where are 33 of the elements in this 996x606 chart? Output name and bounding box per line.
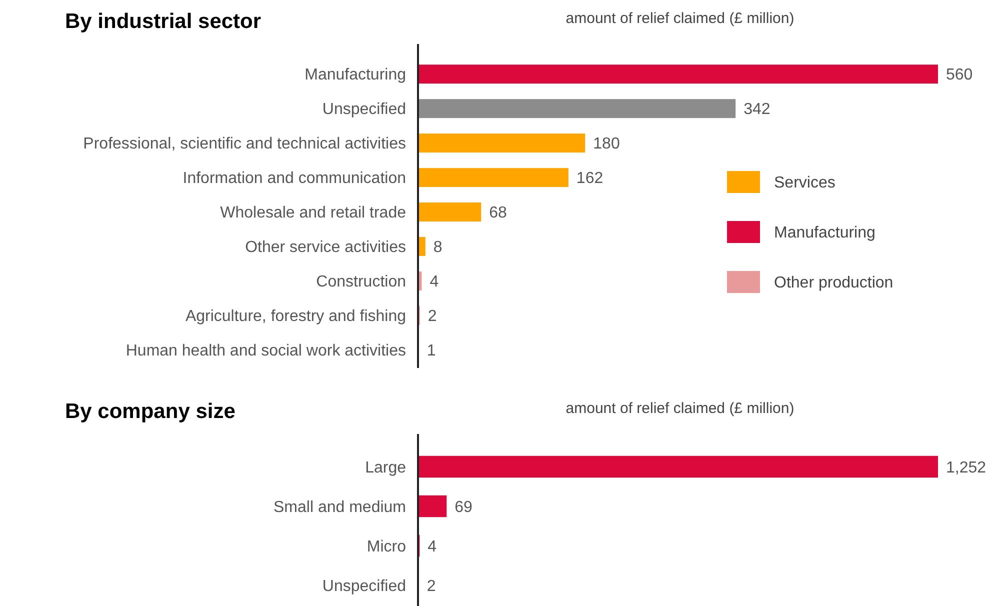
data-label: 2 [428,308,437,326]
data-label: 1,252 [946,459,986,476]
x-axis-title: amount of relief claimed (£ million) [566,10,794,27]
y-tick-label: Information and communication [182,170,406,188]
data-label: 8 [433,239,442,256]
data-label: 1 [426,342,436,360]
data-label: 69 [454,498,473,516]
y-tick-label: Small and medium [274,498,406,516]
data-label: 4 [428,538,437,556]
y-tick-label: Micro [366,538,406,556]
data-label: 342 [744,101,770,118]
y-tick-label: Professional, scientific and technical activities [83,136,406,153]
data-label: 162 [576,170,604,188]
y-tick-label: Manufacturing [304,66,406,84]
legend-label: Services [774,174,836,192]
y-tick-label: Other service activities [245,239,406,256]
data-label: 560 [946,66,973,84]
data-label: 180 [593,136,620,153]
legend-label: Manufacturing [774,224,876,242]
y-tick-label: Construction [316,274,406,291]
text: By industrial sector [65,10,262,33]
data-label: 68 [489,204,508,222]
data-label: 2 [426,578,436,595]
x-axis-title: amount of relief claimed (£ million) [566,400,794,417]
y-tick-label: Unspecified [322,101,406,118]
y-tick-label: Large [365,459,406,476]
legend-label: Other production [774,274,894,292]
y-tick-label: Wholesale and retail trade [220,204,406,222]
y-tick-label: Human health and social work activities [126,342,406,360]
y-tick-label: Unspecified [322,578,406,595]
text: By company size [65,400,236,423]
data-label: 4 [430,274,439,291]
y-tick-label: Agriculture, forestry and fishing [185,308,406,326]
